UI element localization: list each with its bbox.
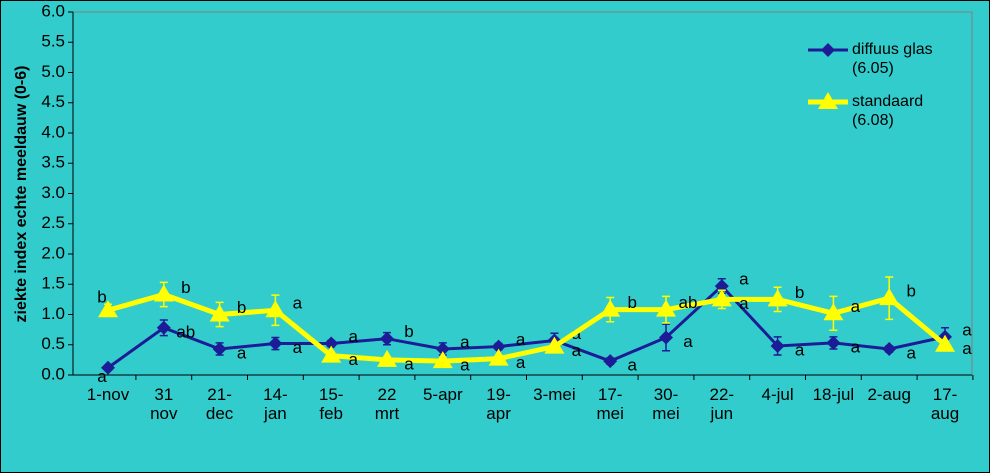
annotation: a xyxy=(739,270,749,289)
annotation: a xyxy=(906,343,916,362)
x-tick-label: 5-apr xyxy=(422,385,463,404)
point xyxy=(101,360,115,375)
annotation: a xyxy=(962,339,972,358)
y-tick-label: 5.5 xyxy=(41,32,65,51)
point xyxy=(212,341,227,356)
x-tick-label: 18-jul xyxy=(812,385,855,404)
annotation: a xyxy=(851,337,861,356)
annotation: a xyxy=(348,327,358,346)
point xyxy=(153,284,174,302)
annotation: ab xyxy=(176,322,195,341)
point xyxy=(826,335,841,350)
annotation: a xyxy=(739,294,749,313)
point xyxy=(488,348,509,366)
y-tick-label: 0.5 xyxy=(41,334,65,353)
y-tick-label: 1.5 xyxy=(41,274,65,293)
annotation: a xyxy=(348,350,358,369)
point xyxy=(544,336,565,354)
annotation: a xyxy=(572,341,582,360)
point xyxy=(818,92,838,109)
x-tick-label: 17- mei xyxy=(596,385,624,423)
point xyxy=(380,331,394,346)
x-tick-label: 31 nov xyxy=(150,385,178,423)
y-tick-label: 3.5 xyxy=(41,153,65,172)
point xyxy=(823,303,844,321)
annotation: b xyxy=(627,293,636,312)
x-tick-label: 14- jan xyxy=(263,385,288,423)
point xyxy=(156,320,171,335)
point xyxy=(879,288,900,306)
annotation: a xyxy=(683,332,693,351)
point xyxy=(491,339,506,354)
x-tick-label: 15- feb xyxy=(318,385,344,423)
y-axis-title: ziekte index echte meeldauw (0-6) xyxy=(13,66,30,323)
annotation: a xyxy=(795,340,805,359)
y-tick-label: 5.0 xyxy=(41,62,65,81)
legend-label: diffuus glas (6.05) xyxy=(852,41,933,77)
annotation: b xyxy=(404,322,413,341)
point xyxy=(603,354,618,369)
y-tick-label: 3.0 xyxy=(41,183,65,202)
point xyxy=(98,300,118,318)
point xyxy=(711,289,732,307)
annotation: b xyxy=(795,283,804,302)
y-tick-label: 4.5 xyxy=(41,92,65,111)
annotation: b xyxy=(906,282,915,301)
annotation: ab xyxy=(679,293,698,312)
x-tick-label: 3-mei xyxy=(533,385,576,404)
annotation: b xyxy=(97,288,106,307)
annotation: a xyxy=(516,330,526,349)
annotation: a xyxy=(237,343,247,362)
point xyxy=(935,334,955,352)
x-tick-label: 2-aug xyxy=(867,385,911,404)
point xyxy=(882,341,897,356)
annotation: a xyxy=(627,356,637,375)
point xyxy=(656,299,676,317)
legend-label: standaard (6.08) xyxy=(852,93,924,129)
annotation: a xyxy=(460,332,470,351)
point xyxy=(600,299,621,317)
point xyxy=(377,349,397,367)
point xyxy=(767,289,788,307)
point xyxy=(321,345,342,363)
series-line xyxy=(107,283,946,369)
point xyxy=(324,336,339,351)
point xyxy=(265,300,286,318)
annotation: a xyxy=(851,297,861,316)
point xyxy=(435,341,450,356)
point xyxy=(268,336,283,351)
annotation: a xyxy=(516,353,526,372)
y-tick-label: 4.0 xyxy=(41,122,65,141)
annotation: b xyxy=(181,278,190,297)
x-tick-label: 1-nov xyxy=(86,385,130,404)
point xyxy=(432,351,453,369)
point xyxy=(770,338,785,353)
annotation: a xyxy=(97,367,107,386)
x-tick-label: 19- apr xyxy=(486,385,511,423)
annotation: a xyxy=(962,320,972,339)
y-tick-label: 2.5 xyxy=(41,213,65,232)
x-tick-label: 22- jun xyxy=(709,385,735,423)
y-tick-label: 6.0 xyxy=(41,1,65,20)
annotation: a xyxy=(293,294,303,313)
x-tick-label: 22 mrt xyxy=(374,385,400,423)
y-tick-label: 2.0 xyxy=(41,243,65,262)
point xyxy=(821,43,835,57)
annotation: b xyxy=(237,298,246,317)
x-tick-label: 21- dec xyxy=(205,385,234,423)
x-tick-label: 4-jul xyxy=(761,385,794,404)
y-tick-label: 1.0 xyxy=(41,304,65,323)
annotation: a xyxy=(460,356,470,375)
point xyxy=(659,330,673,345)
annotation: a xyxy=(293,338,303,357)
x-tick-label: 17- aug xyxy=(930,385,960,423)
series-line xyxy=(107,291,947,364)
annotation: a xyxy=(404,354,414,373)
y-tick-label: 0.0 xyxy=(41,364,65,383)
x-tick-label: 30- mei xyxy=(652,385,680,423)
point xyxy=(209,304,230,322)
